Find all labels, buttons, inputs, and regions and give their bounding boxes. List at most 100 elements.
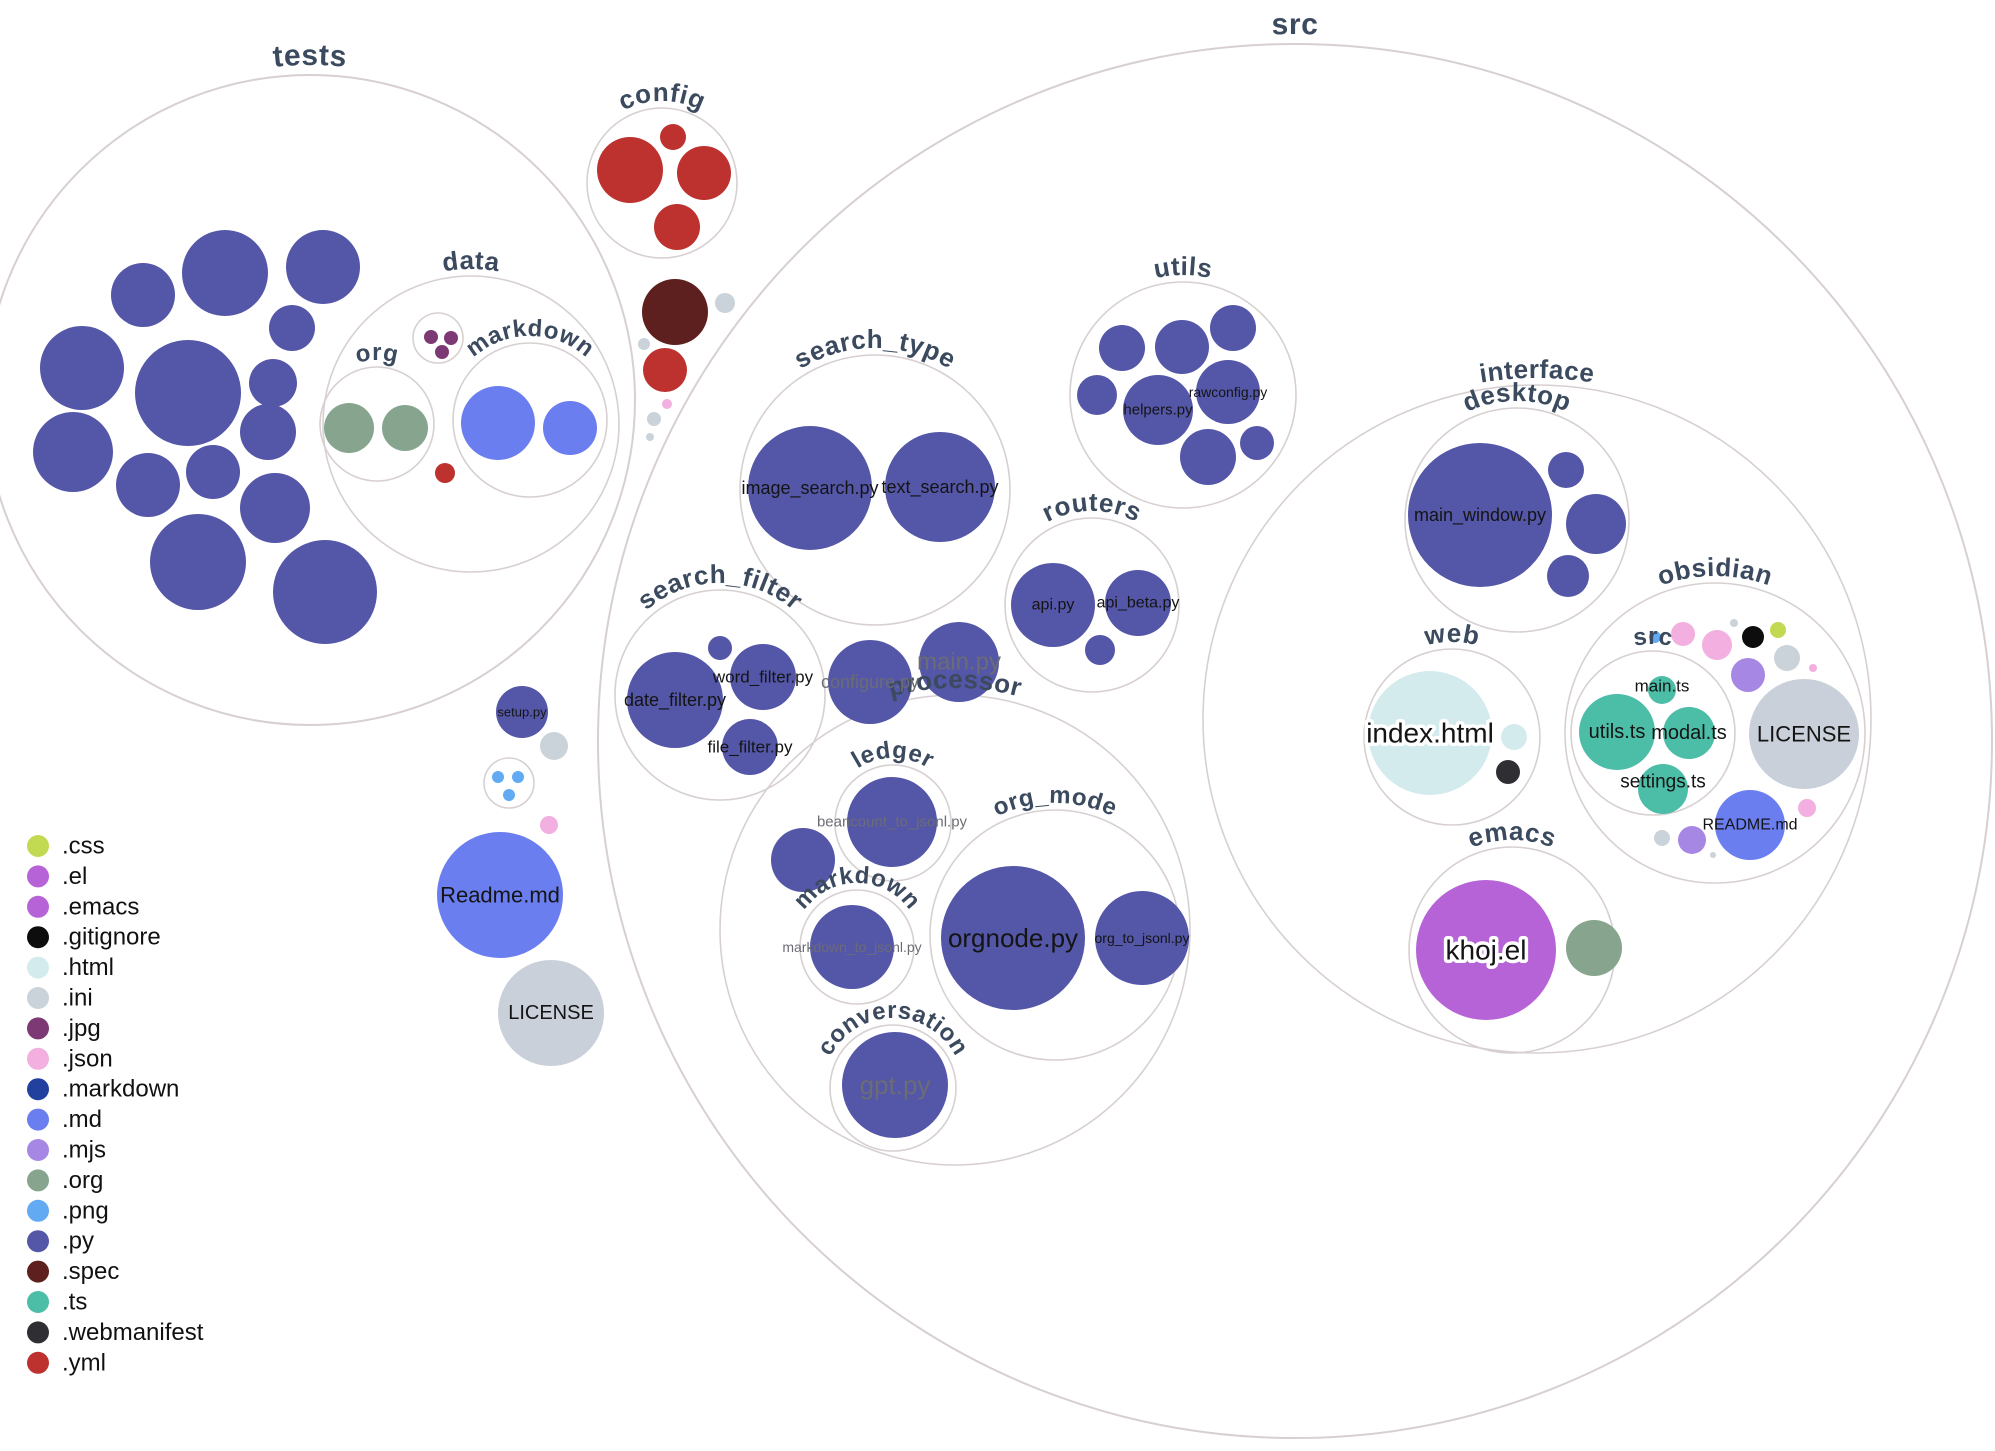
file-py-circle[interactable] <box>150 514 246 610</box>
dir-web-circle[interactable] <box>1363 648 1541 826</box>
file-main.ts[interactable] <box>1648 676 1676 704</box>
file-word_filter.py[interactable] <box>730 644 796 710</box>
file-py-circle[interactable] <box>286 230 360 304</box>
dir-config-circle[interactable] <box>586 107 738 259</box>
file-py-circle[interactable] <box>240 404 296 460</box>
file-py-circle[interactable] <box>1548 452 1584 488</box>
file-py-circle[interactable] <box>1077 375 1117 415</box>
file-configure.py[interactable] <box>828 640 912 724</box>
dir-data-jpg-group-circle[interactable] <box>412 312 464 364</box>
file-ini-circle[interactable] <box>540 732 568 760</box>
file-LICENSE[interactable] <box>1749 679 1859 789</box>
file-css-circle[interactable] <box>1770 622 1786 638</box>
file-py-circle[interactable] <box>1210 305 1256 351</box>
file-png-circle[interactable] <box>512 771 524 783</box>
file-py-circle[interactable] <box>1085 635 1115 665</box>
file-ini-circle[interactable] <box>647 412 661 426</box>
file-gpt.py[interactable] <box>842 1032 948 1138</box>
file-json-circle[interactable] <box>1798 799 1816 817</box>
file-yml-circle[interactable] <box>654 204 700 250</box>
file-api.py[interactable] <box>1011 563 1095 647</box>
file-py-circle[interactable] <box>273 540 377 644</box>
file-jpg-circle[interactable] <box>444 331 458 345</box>
file-md-circle[interactable] <box>461 386 535 460</box>
file-py-circle[interactable] <box>1240 426 1274 460</box>
file-setup.py[interactable] <box>496 686 548 738</box>
dir-utils-circle[interactable] <box>1069 281 1297 509</box>
dir-ledger-circle[interactable] <box>834 764 952 882</box>
dir-src-circle[interactable] <box>597 43 1993 1439</box>
file-org-circle[interactable] <box>324 403 374 453</box>
dir-data-org-circle[interactable] <box>319 366 435 482</box>
file-png-circle[interactable] <box>492 771 504 783</box>
file-khoj.el[interactable] <box>1416 880 1556 1020</box>
dir-conversation-circle[interactable] <box>829 1024 957 1152</box>
file-jpg-circle[interactable] <box>435 345 449 359</box>
file-org-circle[interactable] <box>382 405 428 451</box>
file-py-circle[interactable] <box>1547 555 1589 597</box>
dir-search_type-circle[interactable] <box>739 354 1011 626</box>
dir-obsidian-src-circle[interactable] <box>1570 650 1736 816</box>
file-py-circle[interactable] <box>135 340 241 446</box>
file-yml-circle[interactable] <box>643 348 687 392</box>
file-json-circle[interactable] <box>1809 664 1817 672</box>
file-index.html[interactable] <box>1368 671 1492 795</box>
file-orgnode.py[interactable] <box>941 866 1085 1010</box>
file-README.md[interactable] <box>1715 790 1785 860</box>
file-org_to_jsonl.py[interactable] <box>1095 891 1189 985</box>
file-py-circle[interactable] <box>40 326 124 410</box>
dir-desktop-circle[interactable] <box>1404 407 1630 633</box>
file-py-circle[interactable] <box>1155 320 1209 374</box>
file-api_beta.py[interactable] <box>1105 570 1171 636</box>
file-json-circle[interactable] <box>1671 622 1695 646</box>
file-py-circle[interactable] <box>771 828 835 892</box>
file-beancount_to_jsonl.py[interactable] <box>847 777 937 867</box>
file-file_filter.py[interactable] <box>722 719 778 775</box>
dir-interface-circle[interactable] <box>1202 384 1872 1054</box>
file-webmanifest-circle[interactable] <box>1496 760 1520 784</box>
file-mjs-circle[interactable] <box>1678 826 1706 854</box>
file-ini-circle[interactable] <box>1774 645 1800 671</box>
file-ini-circle[interactable] <box>1710 852 1716 858</box>
file-py-circle[interactable] <box>1099 325 1145 371</box>
file-org-circle[interactable] <box>1566 920 1622 976</box>
file-settings.ts[interactable] <box>1638 764 1688 814</box>
file-png-circle[interactable] <box>1649 631 1661 643</box>
dir-data-circle[interactable] <box>322 275 620 573</box>
file-py-circle[interactable] <box>1566 494 1626 554</box>
dir-obsidian-circle[interactable] <box>1564 582 1866 884</box>
file-yml-circle[interactable] <box>660 124 686 150</box>
file-LICENSE[interactable] <box>498 960 604 1066</box>
file-jpg-circle[interactable] <box>424 330 438 344</box>
file-ini-circle[interactable] <box>638 338 650 350</box>
file-py-circle[interactable] <box>182 230 268 316</box>
file-json-circle[interactable] <box>662 399 672 409</box>
file-png-circle[interactable] <box>503 789 515 801</box>
file-py-circle[interactable] <box>708 636 732 660</box>
dir-png-group-circle[interactable] <box>483 757 535 809</box>
file-md-circle[interactable] <box>543 401 597 455</box>
file-Readme.md[interactable] <box>437 832 563 958</box>
dir-data-markdown-circle[interactable] <box>452 342 608 498</box>
file-date_filter.py[interactable] <box>627 652 723 748</box>
file-yml-circle[interactable] <box>677 146 731 200</box>
dir-processor-markdown-circle[interactable] <box>799 889 915 1005</box>
file-ini-circle[interactable] <box>646 433 654 441</box>
file-gitignore-circle[interactable] <box>1742 626 1764 648</box>
file-py-circle[interactable] <box>116 453 180 517</box>
file-helpers.py[interactable] <box>1123 375 1193 445</box>
file-yml-circle[interactable] <box>597 137 663 203</box>
dir-tests-circle[interactable] <box>0 74 636 726</box>
file-utils.ts[interactable] <box>1579 694 1655 770</box>
file-spec-circle[interactable] <box>642 279 708 345</box>
file-mjs-circle[interactable] <box>1731 658 1765 692</box>
file-modal.ts[interactable] <box>1663 707 1715 759</box>
file-rawconfig.py[interactable] <box>1196 360 1260 424</box>
file-py-circle[interactable] <box>111 263 175 327</box>
file-html-circle[interactable] <box>1501 724 1527 750</box>
file-ini-circle[interactable] <box>715 293 735 313</box>
file-json-circle[interactable] <box>1702 630 1732 660</box>
file-py-circle[interactable] <box>249 359 297 407</box>
dir-search_filter-circle[interactable] <box>614 589 826 801</box>
file-image_search.py[interactable] <box>748 426 872 550</box>
